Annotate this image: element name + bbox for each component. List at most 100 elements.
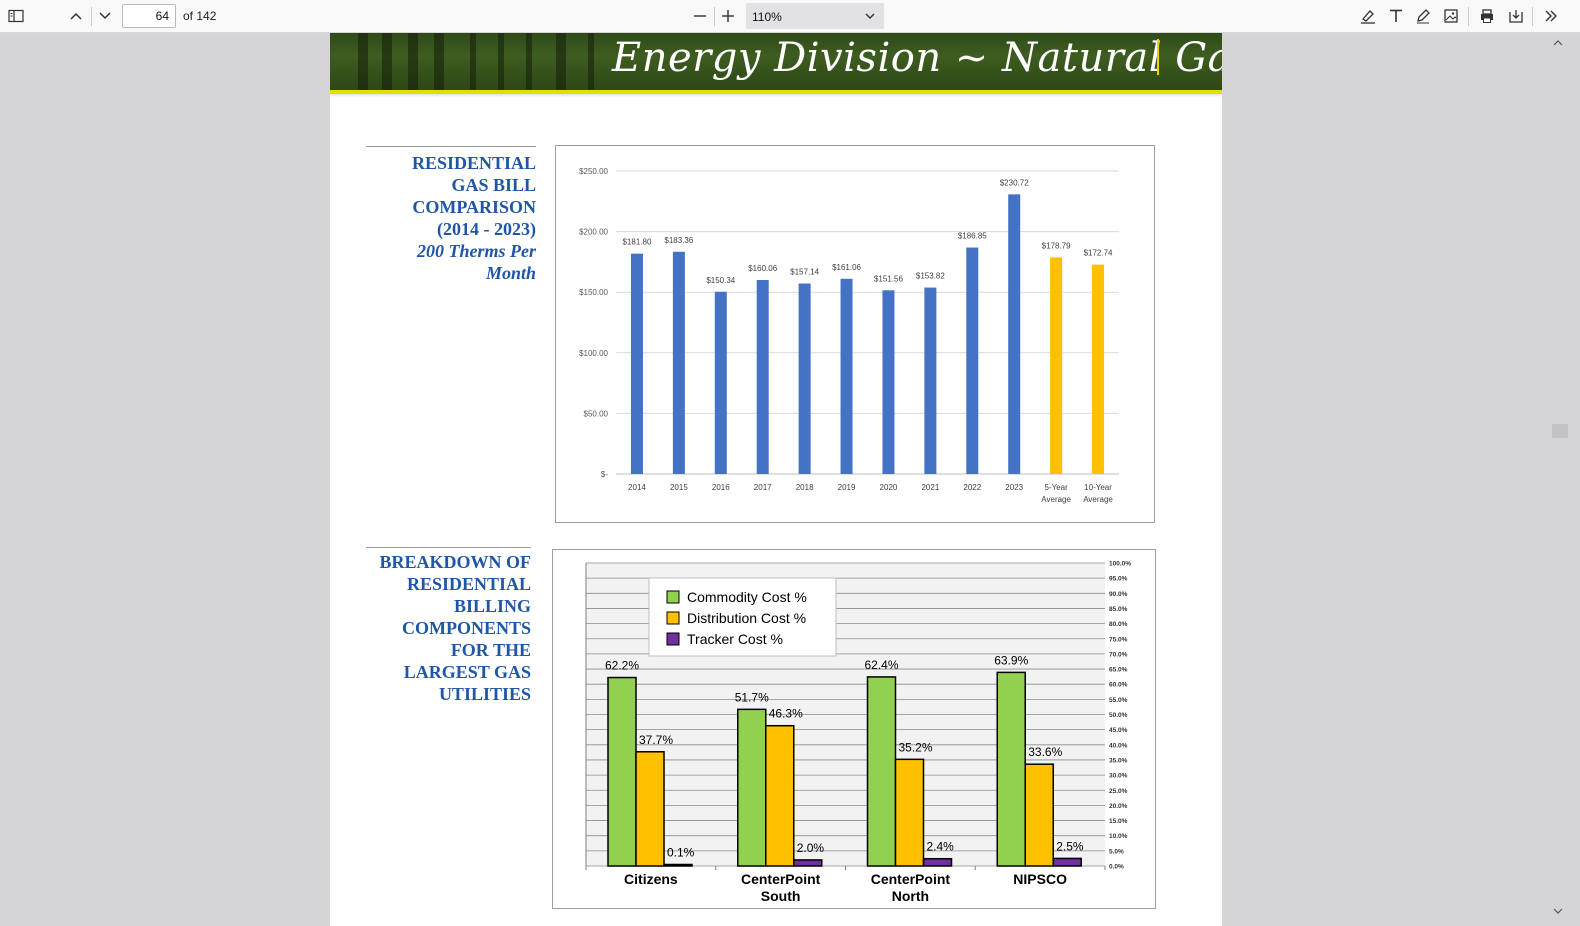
heading-line: COMPONENTS bbox=[401, 618, 531, 638]
heading-line: COMPARISON bbox=[412, 197, 536, 217]
y-tick-label: 35.0% bbox=[1109, 757, 1128, 764]
data-label: $186.85 bbox=[958, 232, 987, 241]
bar bbox=[882, 290, 895, 474]
banner-accent-bar bbox=[1157, 39, 1159, 75]
bar bbox=[1050, 257, 1063, 474]
chevron-up-icon[interactable] bbox=[63, 4, 89, 28]
data-label: $178.79 bbox=[1042, 241, 1071, 250]
y-tick-label: 100.0% bbox=[1109, 561, 1131, 568]
data-label: $161.06 bbox=[832, 263, 861, 272]
bar bbox=[630, 253, 643, 474]
heading-line: UTILITIES bbox=[438, 684, 531, 704]
bar bbox=[1008, 194, 1021, 474]
data-label: 62.2% bbox=[605, 659, 639, 673]
legend-swatch bbox=[666, 611, 680, 625]
data-label: 35.2% bbox=[899, 740, 933, 754]
y-tick-label: 60.0% bbox=[1109, 682, 1128, 689]
x-tick-label: South bbox=[761, 888, 801, 904]
bar bbox=[840, 278, 853, 474]
y-tick-label: 45.0% bbox=[1109, 727, 1128, 734]
legend bbox=[648, 577, 837, 657]
y-tick-label: 80.0% bbox=[1109, 621, 1128, 628]
sidebar-toggle-icon[interactable] bbox=[3, 4, 29, 28]
y-tick-label: 10.0% bbox=[1109, 833, 1128, 840]
heading-line: (2014 - 2023) bbox=[437, 219, 536, 239]
highlight-icon[interactable] bbox=[1355, 4, 1381, 28]
data-label: $157.14 bbox=[790, 268, 819, 277]
bar bbox=[1052, 857, 1082, 867]
data-label: $181.80 bbox=[622, 238, 651, 247]
x-tick-label: CenterPoint bbox=[871, 871, 951, 887]
x-tick-label: 2015 bbox=[670, 483, 688, 492]
x-tick-label: Average bbox=[1083, 495, 1113, 504]
x-tick-label: CenterPoint bbox=[741, 871, 821, 887]
data-label: 62.4% bbox=[865, 658, 899, 672]
bar bbox=[663, 863, 693, 867]
save-icon[interactable] bbox=[1503, 4, 1529, 28]
bar bbox=[672, 251, 685, 474]
page-number-input[interactable] bbox=[122, 4, 176, 28]
data-label: 0.1% bbox=[667, 846, 695, 860]
pdf-toolbar: of 142 110% bbox=[0, 0, 1580, 33]
x-tick-label: 2014 bbox=[628, 483, 646, 492]
section-rule bbox=[366, 547, 531, 548]
y-tick-label: 5.0% bbox=[1109, 848, 1124, 855]
data-label: 2.4% bbox=[927, 840, 955, 854]
bar bbox=[635, 751, 665, 867]
x-tick-label: Citizens bbox=[624, 871, 678, 887]
x-tick-label: North bbox=[892, 888, 929, 904]
bar bbox=[1024, 763, 1054, 867]
bar bbox=[922, 857, 953, 867]
heading-line: Month bbox=[485, 263, 536, 283]
bar bbox=[765, 724, 795, 867]
bar bbox=[798, 283, 811, 474]
bar bbox=[793, 859, 823, 867]
legend-swatch bbox=[666, 632, 680, 646]
y-tick-label: 25.0% bbox=[1109, 788, 1128, 795]
data-label: 2.5% bbox=[1056, 839, 1084, 853]
zoom-select[interactable]: 110% bbox=[746, 3, 884, 29]
section-rule bbox=[366, 146, 536, 147]
x-tick-label: 2023 bbox=[1005, 483, 1023, 492]
scroll-thumb[interactable] bbox=[1552, 424, 1568, 438]
x-tick-label: 2020 bbox=[880, 483, 898, 492]
y-tick-label: 50.0% bbox=[1109, 712, 1128, 719]
text-icon[interactable] bbox=[1383, 4, 1409, 28]
billing-components-chart: 0.0% 5.0% 10.0% 15.0% 20.0% 25.0% 30.0% 35.0% 40… bbox=[552, 549, 1156, 909]
data-label: $150.34 bbox=[706, 276, 735, 285]
page-total-label: of 142 bbox=[183, 9, 217, 23]
chevron-down-icon[interactable] bbox=[92, 4, 118, 28]
draw-icon[interactable] bbox=[1410, 4, 1436, 28]
y-tick-label: $250.00 bbox=[579, 167, 608, 176]
plus-icon[interactable] bbox=[715, 4, 741, 28]
bar bbox=[714, 291, 727, 474]
billing-components-chart-svg: 0.0% 5.0% 10.0% 15.0% 20.0% 25.0% 30.0% 35.0% 40… bbox=[585, 561, 1131, 904]
legend-label: Tracker Cost % bbox=[687, 631, 783, 647]
y-tick-label: $200.00 bbox=[579, 228, 608, 237]
image-icon[interactable] bbox=[1438, 4, 1464, 28]
y-tick-label: 0.0% bbox=[1109, 864, 1124, 871]
y-tick-label: 75.0% bbox=[1109, 636, 1128, 643]
more-tools-icon[interactable] bbox=[1538, 4, 1564, 28]
data-label: $160.06 bbox=[748, 264, 777, 273]
section2-heading: BREAKDOWN OF RESIDENTIAL BILLING COMPONE… bbox=[366, 551, 531, 705]
bar bbox=[737, 708, 767, 867]
x-tick-label: 2022 bbox=[963, 483, 981, 492]
bar bbox=[607, 676, 637, 867]
y-tick-label: 95.0% bbox=[1109, 576, 1128, 583]
data-label: 2.0% bbox=[797, 841, 825, 855]
chevron-down-icon bbox=[864, 10, 876, 24]
heading-line: 200 Therms Per bbox=[417, 241, 536, 261]
y-tick-label: 90.0% bbox=[1109, 591, 1128, 598]
minus-icon[interactable] bbox=[687, 4, 713, 28]
y-tick-label: $100.00 bbox=[579, 349, 608, 358]
x-tick-label: 10-Year bbox=[1084, 483, 1112, 492]
legend-swatch bbox=[666, 590, 680, 604]
bar bbox=[924, 287, 937, 474]
page-banner: Energy Division ~ Natural Gas bbox=[330, 33, 1222, 91]
data-label: $151.56 bbox=[874, 274, 903, 283]
x-tick-label: Average bbox=[1041, 495, 1071, 504]
vertical-scrollbar[interactable] bbox=[1550, 33, 1568, 926]
y-tick-label: 70.0% bbox=[1109, 651, 1128, 658]
print-icon[interactable] bbox=[1474, 4, 1500, 28]
